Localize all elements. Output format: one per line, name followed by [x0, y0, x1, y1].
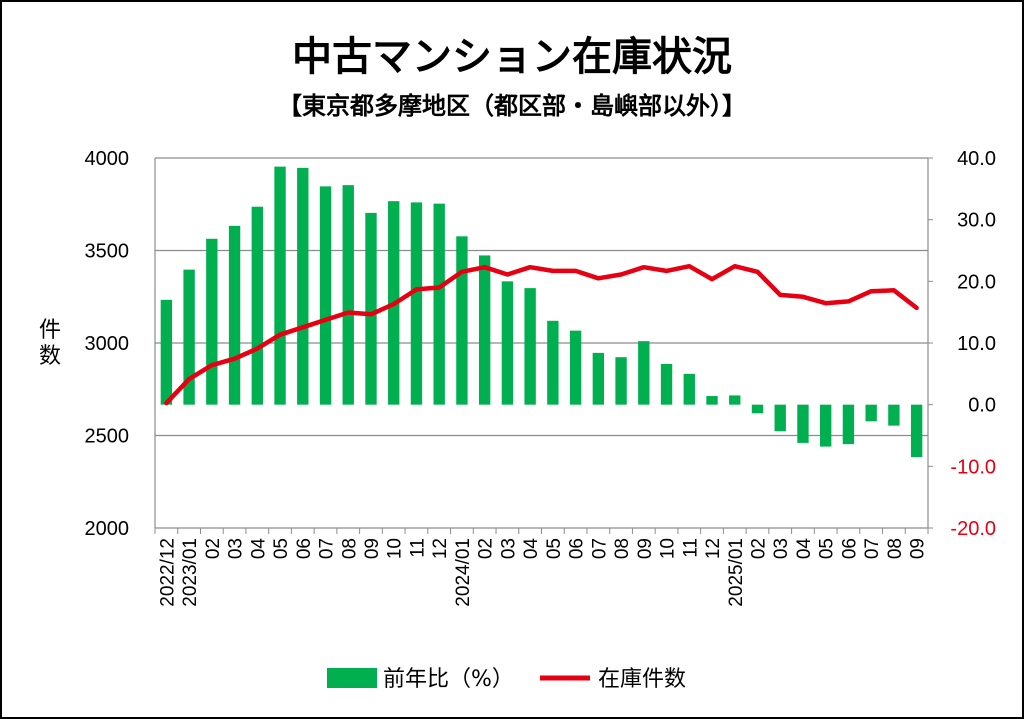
gridlines	[155, 157, 928, 529]
bar-15	[501, 281, 514, 405]
bar-6	[297, 167, 309, 405]
y-axis-right: -20.0 -10.0 0.0 10.0 20.0 30.0 40.0	[950, 148, 996, 540]
x-tick-label: 09	[908, 538, 929, 559]
y-right-tick-label: -10.0	[950, 456, 996, 478]
y-right-tick-label: 0.0	[968, 395, 996, 417]
x-tick-label: 04	[248, 538, 269, 560]
bar-18	[569, 330, 582, 405]
bar-22	[660, 363, 673, 405]
bar-26	[751, 404, 764, 414]
bar-9	[365, 212, 377, 405]
x-tick-label: 05	[271, 538, 292, 559]
bar-4	[251, 206, 263, 405]
y-left-tick-label: 4000	[85, 148, 130, 170]
y-left-tick-label: 3000	[85, 333, 130, 355]
y-right-tick-label: -20.0	[950, 518, 996, 540]
bar-2	[206, 238, 218, 405]
x-tick-label: 11	[407, 538, 428, 558]
x-tick-label: 07	[317, 538, 338, 559]
bar-29	[820, 404, 832, 447]
bar-3	[228, 225, 241, 405]
x-tick-label: 08	[885, 538, 906, 559]
x-tick-label: 05	[817, 538, 838, 559]
x-tick-label: 06	[294, 538, 315, 559]
y-left-tick-label: 2500	[85, 426, 130, 448]
bar-13	[456, 236, 468, 405]
bar-11	[410, 202, 423, 405]
bar-20	[615, 357, 627, 405]
bar-31	[865, 404, 877, 422]
bar-25	[729, 395, 741, 405]
x-tick-label: 06	[839, 538, 860, 559]
bar-1	[183, 269, 195, 405]
x-tick-label: 10	[658, 538, 679, 559]
x-tick-label: 11	[680, 538, 701, 558]
axes	[154, 157, 933, 534]
x-tick-label: 2023/01	[180, 538, 201, 607]
x-tick-label: 02	[748, 538, 769, 559]
x-tick-label: 03	[226, 538, 247, 559]
y-right-tick-label: 30.0	[957, 210, 996, 232]
x-tick-label: 04	[794, 538, 815, 560]
bar-5	[274, 166, 286, 405]
x-tick-label: 08	[339, 538, 360, 559]
legend-label-inventory: 在庫件数	[598, 667, 686, 692]
x-tick-label: 02	[476, 538, 497, 559]
x-tick-label: 07	[589, 538, 610, 559]
x-tick-label: 05	[544, 538, 565, 559]
bar-24	[706, 396, 718, 405]
y-axis-title: 件数	[39, 318, 61, 369]
x-tick-label: 03	[498, 538, 519, 559]
y-axis-title-char: 件	[39, 318, 61, 343]
x-tick-label: 2022/12	[157, 538, 178, 607]
x-tick-label: 08	[612, 538, 633, 559]
x-tick-label: 03	[771, 538, 792, 559]
legend-label-yoy: 前年比（%）	[383, 667, 514, 692]
bar-19	[592, 352, 605, 405]
x-tick-label: 02	[203, 538, 224, 559]
x-tick-label: 12	[430, 538, 451, 559]
legend-bar-swatch	[327, 668, 377, 688]
x-tick-label: 09	[362, 538, 383, 559]
y-axis-title-char: 数	[39, 344, 61, 369]
x-tick-label: 07	[862, 538, 883, 559]
bar-16	[524, 288, 536, 405]
y-right-tick-label: 40.0	[957, 148, 996, 170]
bar-33	[910, 404, 923, 458]
bar-23	[683, 373, 695, 405]
bar-series	[160, 166, 923, 458]
y-left-tick-label: 2000	[85, 518, 130, 540]
x-tick-label: 09	[635, 538, 656, 559]
line-series-inventory	[164, 263, 919, 406]
bar-27	[774, 404, 786, 432]
y-right-tick-label: 20.0	[957, 271, 996, 293]
x-tick-label: 12	[703, 538, 724, 559]
bar-8	[342, 185, 354, 405]
chart-subtitle: 【東京都多摩地区（都区部・島嶼部以外）】	[278, 92, 746, 120]
y-right-tick-label: 10.0	[957, 333, 996, 355]
x-tick-label: 04	[521, 538, 542, 560]
bar-32	[888, 404, 900, 426]
legend: 前年比（%） 在庫件数	[327, 667, 686, 692]
x-tick-label: 10	[385, 538, 406, 559]
bar-28	[797, 404, 809, 443]
x-tick-label: 2025/01	[726, 538, 747, 607]
x-axis-labels: 2022/12 2023/01 02 03 04 05 06 07 08 09 10 11 12 2024…	[157, 538, 928, 607]
bar-7	[319, 186, 332, 405]
line-series-group	[164, 263, 919, 406]
bar-0	[160, 299, 173, 405]
bar-14	[478, 255, 491, 405]
chart-title: 中古マンション在庫状況	[292, 34, 732, 80]
x-tick-label: 2024/01	[453, 538, 474, 607]
bar-30	[842, 404, 855, 445]
bar-12	[433, 203, 445, 405]
y-axis-left: 2000 2500 3000 3500 4000	[85, 148, 130, 540]
x-tick-label: 06	[567, 538, 588, 559]
bar-17	[547, 320, 559, 405]
bar-21	[638, 341, 650, 405]
y-left-tick-label: 3500	[85, 241, 130, 263]
